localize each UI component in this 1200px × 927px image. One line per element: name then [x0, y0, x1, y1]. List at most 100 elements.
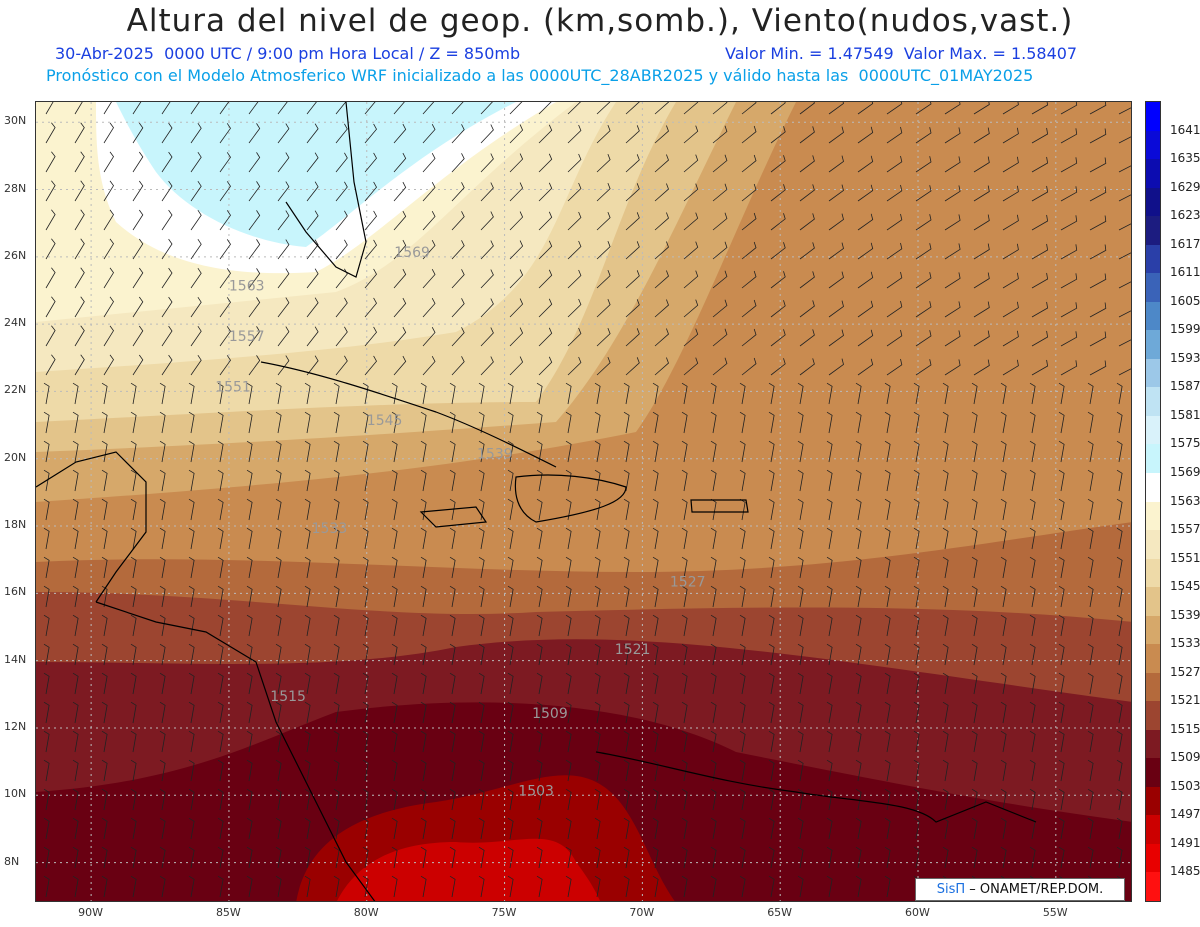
wind-barb: [1029, 672, 1036, 695]
wind-barb: [101, 527, 108, 550]
wind-barb: [625, 183, 640, 202]
wind-barb: [72, 556, 79, 579]
colorbar-label: 1569: [1170, 464, 1200, 479]
wind-barb: [101, 469, 108, 492]
wind-barb: [712, 328, 728, 347]
colorbar-label: 1509: [1170, 750, 1200, 765]
wind-barb: [422, 269, 436, 289]
colorbar-label: 1557: [1170, 522, 1200, 537]
wind-barb: [1116, 382, 1123, 405]
wind-barb: [1116, 440, 1123, 463]
wind-barb: [364, 152, 377, 173]
wind-barb: [480, 153, 494, 173]
wind-barb: [219, 239, 231, 260]
model-info-subtitle: Pronóstico con el Modelo Atmosferico WRF…: [46, 66, 1034, 85]
colorbar-segment: [1146, 701, 1160, 731]
wind-barb: [1116, 643, 1123, 666]
wind-barb: [45, 325, 56, 347]
wind-barb: [623, 788, 630, 811]
wind-barb: [103, 296, 114, 318]
min-max-subtitle: Valor Min. = 1.47549 Valor Max. = 1.5840…: [725, 44, 1078, 63]
wind-barb: [74, 267, 85, 289]
wind-barb: [1029, 469, 1036, 492]
wind-barb: [855, 614, 862, 637]
wind-barb: [43, 846, 50, 869]
wind-barb: [712, 102, 728, 115]
colorbar-label: 1623: [1170, 208, 1200, 223]
wind-barb: [72, 701, 79, 724]
wind-barb: [335, 297, 348, 318]
wind-barb: [826, 411, 833, 434]
wind-barb: [161, 354, 173, 376]
wind-barb: [190, 325, 202, 347]
wind-barb: [507, 585, 514, 608]
wind-barb: [132, 209, 144, 231]
wind-barb: [335, 239, 348, 260]
wind-barb: [217, 817, 224, 840]
wind-barb: [304, 846, 311, 869]
lon-tick-label: 70W: [629, 906, 655, 919]
wind-barb: [449, 411, 456, 434]
colorbar-label: 1617: [1170, 236, 1200, 251]
wind-barb: [304, 382, 311, 405]
wind-barb: [1087, 469, 1094, 492]
jamaica-coast: [419, 506, 488, 528]
wind-barb: [420, 411, 427, 434]
wind-barb: [304, 469, 311, 492]
wind-barb: [248, 268, 261, 289]
lon-tick-label: 85W: [215, 906, 241, 919]
colorbar-segment: [1146, 444, 1160, 474]
wind-barb: [1031, 185, 1049, 202]
wind-barb: [797, 701, 804, 724]
wind-barb: [855, 730, 862, 753]
wind-barb: [857, 271, 874, 289]
wind-barb: [217, 556, 224, 579]
wind-barb: [130, 411, 137, 434]
lat-tick-label: 14N: [4, 652, 27, 666]
wind-barb: [1089, 186, 1107, 202]
wind-barb: [43, 788, 50, 811]
wind-barb: [681, 759, 688, 782]
wind-barb: [1089, 102, 1107, 115]
wind-barb: [393, 210, 407, 231]
wind-barb: [130, 382, 137, 405]
wind-barb: [304, 498, 311, 521]
wind-barb: [72, 614, 79, 637]
wind-barb: [364, 355, 377, 376]
hispaniola-coast: [514, 474, 627, 523]
wind-barb: [565, 701, 572, 724]
wind-barb: [1000, 469, 1007, 492]
wind-barb: [1060, 244, 1078, 260]
wind-barb: [217, 382, 224, 405]
wind-barb: [275, 440, 282, 463]
wind-barb: [507, 440, 514, 463]
wind-barb: [1060, 102, 1078, 115]
wind-barb: [188, 788, 195, 811]
wind-barb: [884, 672, 891, 695]
wind-barb: [1087, 614, 1094, 637]
wind-barb: [1000, 701, 1007, 724]
wind-barb: [596, 356, 611, 376]
wind-barb: [478, 556, 485, 579]
wind-barb: [712, 299, 728, 318]
wind-barb: [333, 672, 340, 695]
wind-barb: [973, 127, 990, 144]
wind-barb: [188, 846, 195, 869]
wind-barb: [45, 267, 56, 289]
lat-tick-label: 22N: [4, 383, 27, 397]
forecast-map: 1569 1563 1557 1551 1545 1539 1533 1527 1521 1515…: [35, 101, 1132, 902]
wind-barb: [1058, 672, 1065, 695]
wind-barb: [538, 298, 553, 318]
wind-barb: [393, 123, 407, 144]
wind-barb: [420, 585, 427, 608]
wind-barb: [1118, 310, 1131, 318]
wind-barb: [190, 102, 200, 115]
wind-barb: [538, 240, 553, 260]
wind-barb: [190, 180, 202, 202]
wind-barb: [942, 556, 949, 579]
wind-barb: [681, 498, 688, 521]
wind-barb: [971, 440, 978, 463]
wind-barb: [277, 355, 290, 376]
wind-barb: [449, 846, 456, 869]
wind-barb: [1087, 585, 1094, 608]
